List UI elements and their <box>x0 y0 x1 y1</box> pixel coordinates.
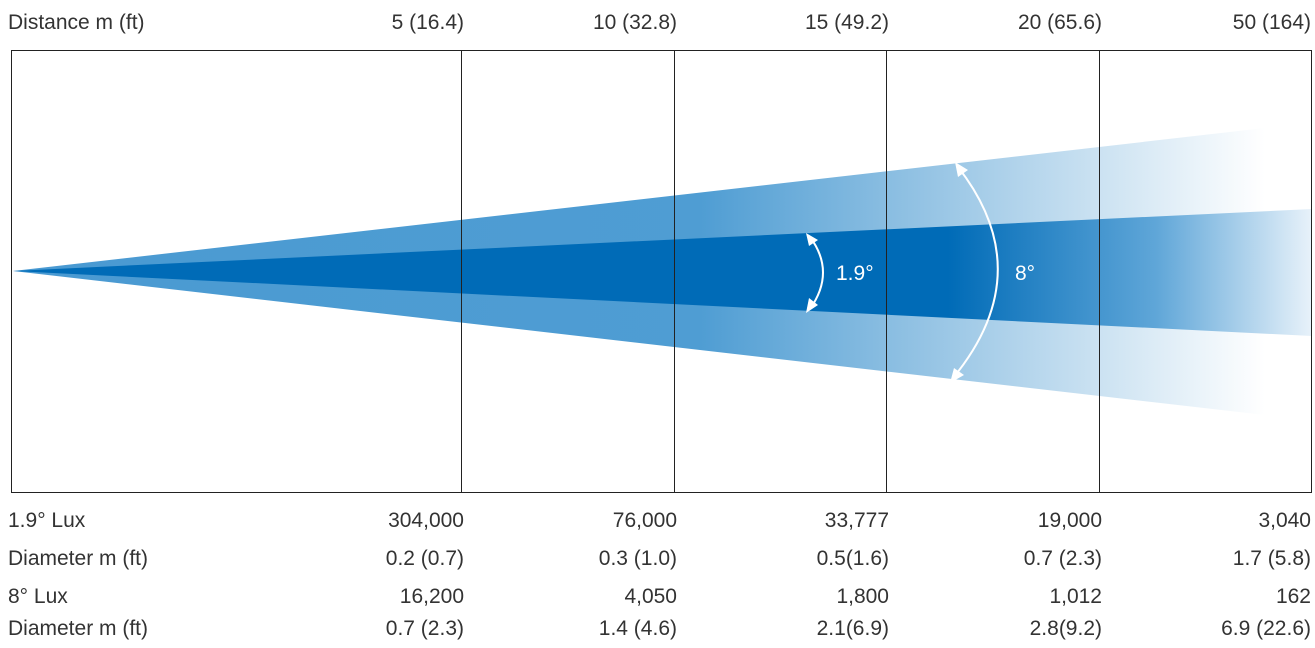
row-label-wide-lux: 8° Lux <box>8 585 68 608</box>
table-cell: 76,000 <box>612 509 677 532</box>
table-cell: 4,050 <box>624 585 677 608</box>
diagram-frame <box>11 50 1312 493</box>
table-cell: 1.4 (4.6) <box>598 617 677 640</box>
table-cell: 1,012 <box>1049 585 1102 608</box>
narrow-angle-arc <box>809 236 824 310</box>
wide-arc-arrow-top <box>955 162 968 177</box>
distance-line-15m <box>886 50 887 493</box>
table-cell: 0.7 (2.3) <box>385 617 464 640</box>
distance-line-10m <box>674 50 675 493</box>
table-cell: 2.1(6.9) <box>816 617 889 640</box>
narrow-beam <box>13 209 1312 336</box>
table-cell: 33,777 <box>824 509 889 532</box>
table-cell: 0.3 (1.0) <box>598 547 677 570</box>
table-cell: 0.5(1.6) <box>816 547 889 570</box>
row-label-narrow-diameter: Diameter m (ft) <box>8 547 149 570</box>
table-cell: 162 <box>1275 585 1311 608</box>
wide-arc-arrow-bottom <box>950 368 964 383</box>
distance-5m: 5 (16.4) <box>391 11 464 34</box>
narrow-arc-arrow-top <box>806 233 818 246</box>
table-cell: 6.9 (22.6) <box>1221 617 1311 640</box>
narrow-arc-arrow-bottom <box>806 298 818 313</box>
table-cell: 1,800 <box>836 585 889 608</box>
wide-angle-label: 8° <box>1015 262 1035 285</box>
distance-label: Distance m (ft) <box>8 11 145 34</box>
row-label-wide-diameter: Diameter m (ft) <box>8 617 149 640</box>
table-cell: 16,200 <box>399 585 464 608</box>
table-cell: 304,000 <box>388 509 464 532</box>
distance-20m: 20 (65.6) <box>1017 11 1102 34</box>
distance-line-20m <box>1099 50 1100 493</box>
table-cell: 2.8(9.2) <box>1029 617 1102 640</box>
table-cell: 0.2 (0.7) <box>385 547 464 570</box>
distance-50m: 50 (164) <box>1232 11 1311 34</box>
table-cell: 3,040 <box>1258 509 1311 532</box>
distance-15m: 15 (49.2) <box>804 11 889 34</box>
narrow-angle-label: 1.9° <box>836 262 874 285</box>
row-label-narrow-lux: 1.9° Lux <box>8 509 86 532</box>
table-cell: 1.7 (5.8) <box>1232 547 1311 570</box>
table-cell: 0.7 (2.3) <box>1023 547 1102 570</box>
distance-line-5m <box>461 50 462 493</box>
wide-angle-arc <box>952 166 999 379</box>
table-cell: 19,000 <box>1037 509 1102 532</box>
distance-10m: 10 (32.8) <box>592 11 677 34</box>
